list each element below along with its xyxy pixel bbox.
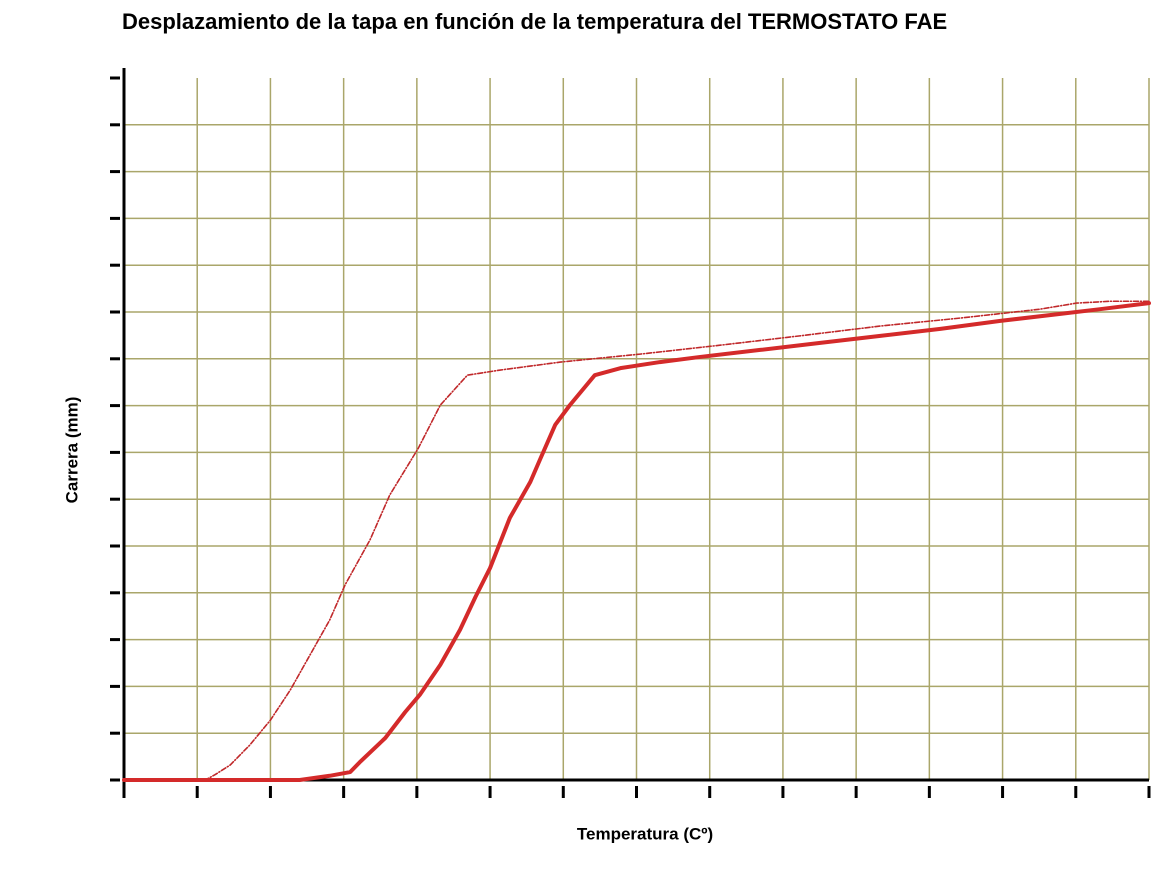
x-axis-label: Temperatura (Cº) [577, 824, 713, 843]
chart-title: Desplazamiento de la tapa en función de … [122, 9, 947, 34]
series-line [123, 300, 1150, 781]
series-line [122, 301, 1151, 782]
y-axis-label: Carrera (mm) [62, 397, 81, 504]
